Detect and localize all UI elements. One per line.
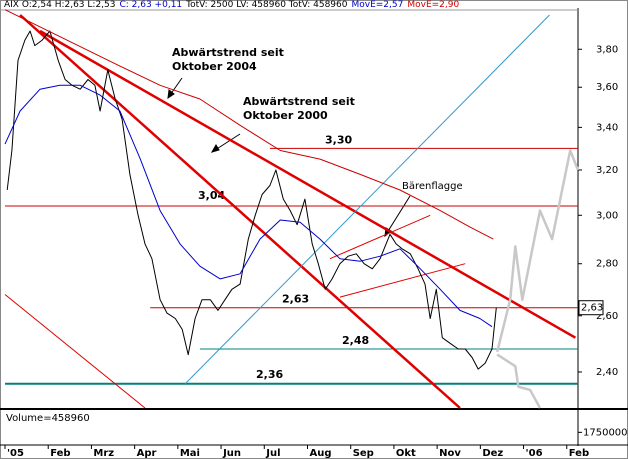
- annotation: Bärenflagge: [402, 181, 463, 192]
- x-tick-label: Sep: [353, 448, 374, 459]
- x-tick-label: Dez: [482, 448, 503, 459]
- plot: 2,40 2,60 2,80 3,00 3,20 3,40 3,60 3,80 '05 Feb Mr…: [4, 9, 628, 459]
- y-tick-label: 3,20: [596, 165, 618, 176]
- trend-line: [495, 149, 580, 353]
- header-item: MovE=2,57: [351, 0, 404, 10]
- y-tick-label: 2,40: [596, 367, 618, 378]
- x-tick-label: Aug: [309, 448, 331, 459]
- last-price-label: 2,63: [581, 303, 603, 314]
- x-tick-label: '05: [7, 448, 24, 459]
- trend-line: [4, 294, 146, 409]
- annotation: Abwärtstrend seit: [243, 95, 355, 108]
- level-label: 2,36: [256, 368, 283, 381]
- y-tick-label: 3,40: [596, 122, 618, 133]
- annotation: Abwärtstrend seit: [172, 46, 284, 59]
- trend-line: [39, 29, 577, 339]
- trend-line: [496, 353, 542, 409]
- x-tick-label: Jul: [265, 448, 280, 459]
- header-item: C: 2,63 +0,11: [119, 0, 183, 10]
- x-tick-label: Jun: [222, 448, 241, 459]
- annotation: Oktober 2000: [243, 109, 328, 122]
- header-item: TotV: 2500 LV: 458960 TotV: 458960: [186, 0, 348, 10]
- arrow-head: [167, 89, 175, 100]
- trend-line: [184, 14, 550, 385]
- header-item: MovE=2,90: [407, 0, 460, 10]
- x-tick-label: Mrz: [93, 448, 114, 459]
- price-line: [6, 30, 497, 370]
- level-label: 2,48: [342, 334, 369, 347]
- y-tick-label: 3,60: [596, 82, 618, 93]
- level-label: 3,30: [325, 133, 352, 146]
- header-item: AIX O:2,54 H:2,63 L:2,53: [4, 0, 116, 10]
- x-tick-label: '06: [526, 448, 543, 459]
- y-tick-label: 2,80: [596, 259, 618, 270]
- arrow-head: [210, 144, 220, 153]
- trend-line: [339, 263, 466, 298]
- y-tick-label: 3,80: [596, 44, 618, 55]
- level-label: 2,63: [282, 293, 309, 306]
- header: AIX O:2,54 H:2,63 L:2,53 C: 2,63 +0,11 Tot…: [4, 0, 463, 10]
- x-tick-label: Feb: [50, 448, 70, 459]
- trend-line: [19, 14, 461, 409]
- moving-average: [4, 84, 493, 328]
- y-tick-label: 3,00: [596, 210, 618, 221]
- volume-label: Volume=458960: [6, 413, 90, 424]
- y-tick-label: 2,60: [596, 311, 618, 322]
- annotation: Oktober 2004: [172, 60, 257, 73]
- trend-line: [329, 214, 431, 260]
- last-price-box: [578, 300, 604, 316]
- volume-tick-label: 1750000: [583, 427, 628, 438]
- x-tick-label: Feb: [569, 448, 589, 459]
- x-tick-label: Nov: [439, 448, 461, 459]
- moving-average: [4, 9, 494, 240]
- x-tick-label: Apr: [137, 448, 157, 459]
- x-tick-label: Okt: [396, 448, 416, 459]
- axis-panel: [578, 10, 627, 446]
- x-tick-label: Mai: [180, 448, 200, 459]
